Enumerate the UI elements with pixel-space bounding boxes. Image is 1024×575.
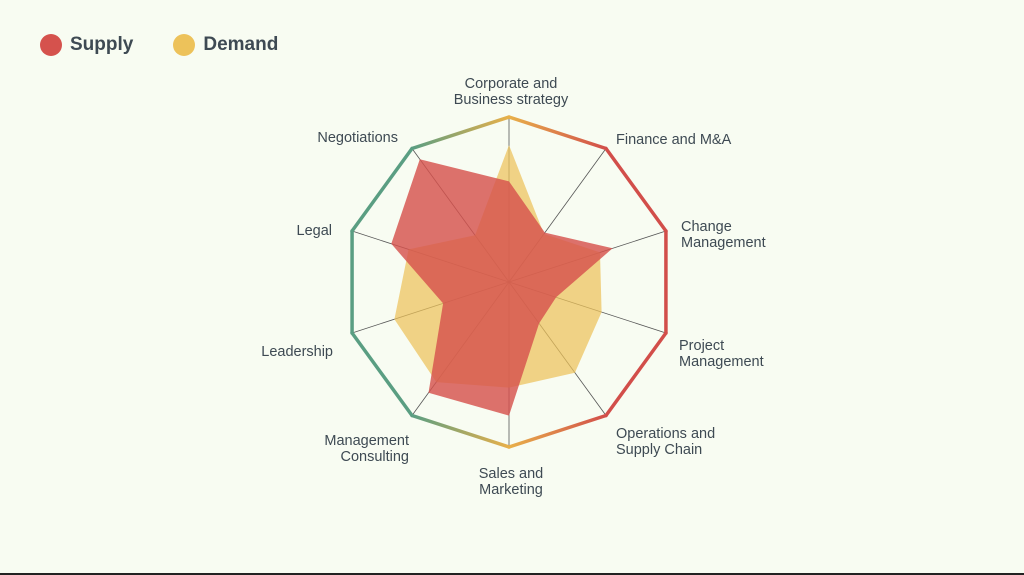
legend-item-demand: Demand xyxy=(173,34,278,56)
axis-label-line: Management xyxy=(324,433,409,449)
axis-label: Finance and M&A xyxy=(616,132,732,148)
axis-label-line: Management xyxy=(679,354,764,370)
frame-edge xyxy=(410,413,511,449)
axis-label-line: Operations and xyxy=(616,426,715,442)
chart-legend: Supply Demand xyxy=(40,34,278,56)
frame-edge xyxy=(350,146,414,233)
axis-label-line: Leadership xyxy=(261,344,333,360)
axis-label: Legal xyxy=(297,223,332,239)
axis-label-line: Change xyxy=(681,219,732,235)
axis-label: Management Consulting xyxy=(324,433,409,465)
frame-edge xyxy=(604,146,668,233)
frame-edge xyxy=(410,115,511,151)
legend-item-supply: Supply xyxy=(40,34,133,56)
frame-edge xyxy=(604,331,668,418)
axis-label: Leadership xyxy=(261,344,333,360)
legend-swatch-supply xyxy=(40,34,62,56)
axis-label-line: Sales and xyxy=(479,466,544,482)
axis-label-line: Negotiations xyxy=(317,130,398,146)
legend-swatch-demand xyxy=(173,34,196,56)
frame-edge xyxy=(350,331,414,418)
frame-edge xyxy=(507,115,608,151)
axis-label-line: Supply Chain xyxy=(616,442,702,458)
axis-label-line: Consulting xyxy=(340,449,409,465)
axis-label: Project Management xyxy=(679,338,764,370)
legend-label-demand: Demand xyxy=(203,34,279,55)
frame-edge xyxy=(507,413,608,449)
axis-label-line: Business strategy xyxy=(454,92,569,108)
axis-label: Change Management xyxy=(681,219,766,251)
axis-label-line: Finance and M&A xyxy=(616,132,732,148)
legend-label-supply: Supply xyxy=(70,34,134,55)
axis-label-line: Marketing xyxy=(479,482,543,498)
axis-label: Corporate and Business strategy xyxy=(454,76,569,108)
axis-label: Operations and Supply Chain xyxy=(616,426,715,458)
axis-label: Sales and Marketing xyxy=(479,466,544,498)
axis-label-line: Corporate and xyxy=(465,76,558,92)
axis-label-line: Project xyxy=(679,338,724,354)
axis-label: Negotiations xyxy=(317,130,398,146)
series-area-supply xyxy=(391,159,613,416)
axis-label-line: Management xyxy=(681,235,766,251)
axis-label-line: Legal xyxy=(297,223,332,239)
